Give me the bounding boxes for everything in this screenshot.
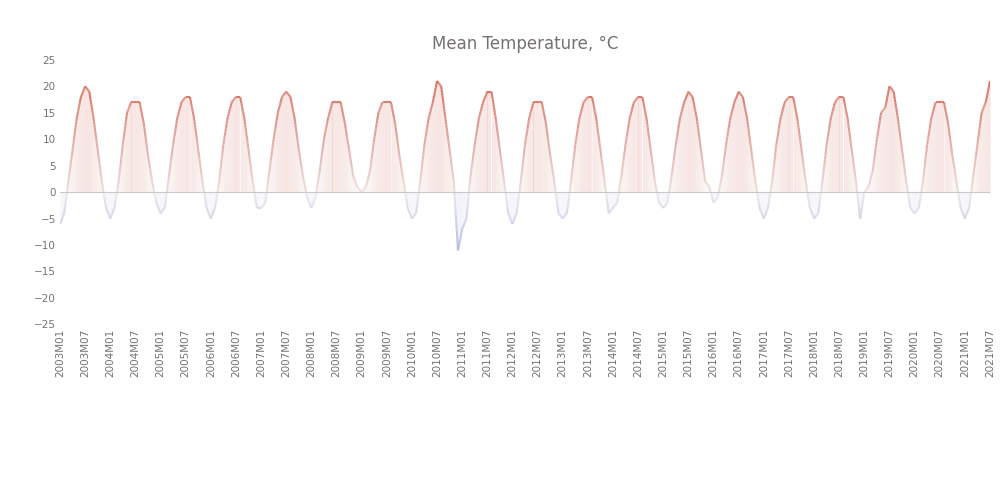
Title: Mean Temperature, °C: Mean Temperature, °C xyxy=(432,35,618,53)
